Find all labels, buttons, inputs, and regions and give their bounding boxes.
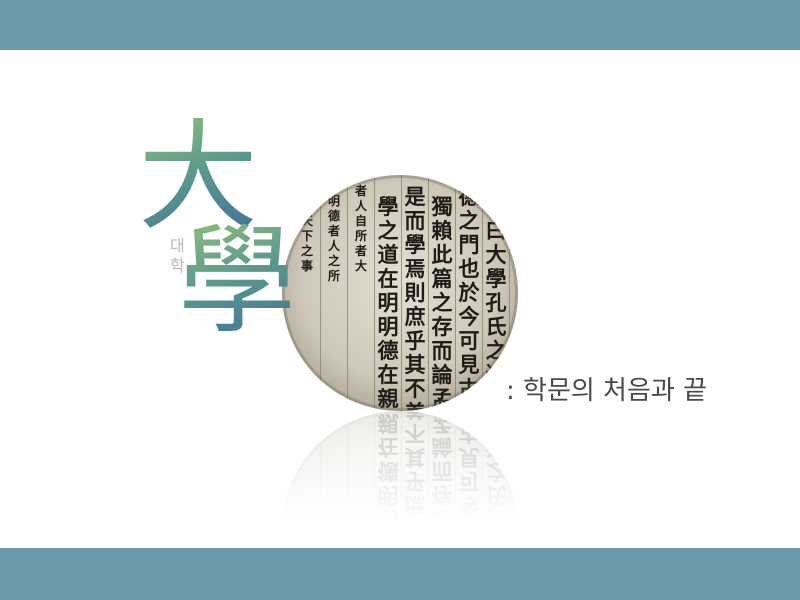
text-column-char: 明 (378, 290, 399, 315)
text-column-char: 乎 (405, 469, 426, 494)
text-column-char: 者 (354, 243, 367, 258)
text-column-char: 人 (328, 238, 341, 253)
text-column-char: 氏 (486, 483, 507, 508)
text-column-char: 篇 (432, 266, 453, 291)
text-column-char: 德 (378, 338, 399, 363)
text-column-char: 在 (378, 435, 399, 460)
text-column-char: 孔 (486, 290, 507, 315)
text-column-char: 學 (378, 194, 399, 219)
ancient-text-image: 子曰大學孔氏之遺德之門也於今可見古人爲學獨賴此篇之存而論孟次之學者是而學焉則庶乎… (282, 175, 518, 411)
text-column-char: 明 (378, 507, 399, 521)
text-column-char: 則 (405, 517, 426, 521)
text-column-char: 明 (378, 314, 399, 339)
text-column-char: 學 (405, 232, 426, 257)
text-column-char: 於 (459, 280, 481, 305)
text-column-char: 之 (432, 290, 453, 315)
hangul-reading-dae: 대 (170, 236, 185, 255)
text-column-char: 親 (378, 411, 399, 436)
text-column-char: 德 (378, 459, 399, 484)
text-column-char: 家 (301, 183, 314, 198)
text-column-char: 明 (378, 483, 399, 508)
top-band (0, 0, 800, 50)
text-column-char: 焉 (405, 256, 426, 281)
text-column-char: 人 (459, 400, 480, 411)
text-column-char: 親 (378, 386, 399, 411)
text-column-char: 也 (459, 256, 480, 281)
text-column-char: 庶 (405, 304, 426, 329)
text-column-char: 於 (459, 517, 481, 521)
hangul-reading-hak: 학 (170, 256, 185, 275)
text-column-char: 今 (459, 493, 480, 518)
text-column-char: 見 (459, 445, 480, 470)
text-column-char: 庶 (405, 493, 426, 518)
text-column-char: 道 (378, 242, 399, 267)
text-column-char: 存 (432, 483, 453, 508)
text-column-char: 大 (486, 242, 507, 267)
text-column-char: 獨 (431, 194, 453, 219)
text-column-char: 差 (405, 400, 426, 411)
text-column-char: 國 (301, 199, 313, 213)
title-hanja-dae: 大 (138, 108, 258, 247)
text-column-char: 存 (432, 314, 453, 339)
text-column-char: 是 (405, 184, 426, 209)
text-column-char: 孔 (486, 507, 507, 521)
text-column-char: 其 (405, 445, 426, 470)
text-column-char: 不 (405, 421, 426, 446)
text-column-char: 所 (355, 228, 367, 243)
text-column-char: 則 (405, 280, 426, 305)
text-column-char: 明 (328, 194, 340, 208)
text-column-char: 論 (432, 362, 454, 387)
title-hanja-hak: 學 (178, 212, 297, 350)
text-column-char: 在 (378, 362, 399, 387)
text-column-char: 自 (355, 213, 367, 228)
text-column-char: 不 (405, 376, 426, 401)
text-column-char: 大 (355, 258, 367, 273)
subtitle: : 학문의 처음과 끝 (506, 376, 707, 406)
text-column-char: 遺 (486, 435, 508, 460)
text-column-char: 之 (378, 218, 399, 243)
text-column-char: 可 (459, 469, 480, 494)
text-column-char: 門 (459, 232, 480, 257)
text-column-char: 人 (355, 198, 368, 213)
text-column-char: 事 (301, 258, 313, 273)
text-column-char: 者 (327, 223, 340, 238)
text-column-char: 而 (432, 459, 453, 484)
text-column-char: 之 (459, 208, 480, 233)
text-column-char: 人 (459, 411, 480, 422)
text-column-char: 氏 (486, 314, 507, 339)
text-column-char: 次 (432, 411, 453, 412)
text-column-char: 乎 (405, 328, 426, 353)
text-column-char: 而 (432, 338, 453, 363)
text-column-char: 論 (432, 435, 454, 460)
text-column-char: 之 (301, 243, 313, 258)
text-column-char: 其 (405, 352, 426, 377)
text-column-char: 差 (405, 411, 426, 422)
text-column-char: 可 (459, 328, 480, 353)
text-column-char: 在 (378, 266, 399, 291)
text-column-char: 者 (354, 183, 367, 198)
text-column-char: 遺 (486, 362, 508, 387)
text-column-char: 賴 (432, 218, 453, 243)
text-column-char: 此 (432, 242, 453, 267)
bottom-band (0, 548, 800, 600)
image-reflection: 子曰大學孔氏之遺德之門也於今可見古人爲學獨賴此篇之存而論孟次之學者是而學焉則庶乎… (282, 411, 518, 521)
text-column-char: 德 (328, 208, 340, 223)
text-column-char: 之 (328, 253, 340, 268)
text-column-char: 而 (405, 208, 426, 233)
text-column-char: 學 (486, 266, 507, 291)
text-column-char: 之 (432, 507, 453, 521)
text-column-char: 見 (459, 352, 480, 377)
text-column-char: 下 (301, 229, 313, 243)
text-column-char: 所 (328, 268, 340, 283)
text-column-char: 今 (459, 304, 480, 329)
